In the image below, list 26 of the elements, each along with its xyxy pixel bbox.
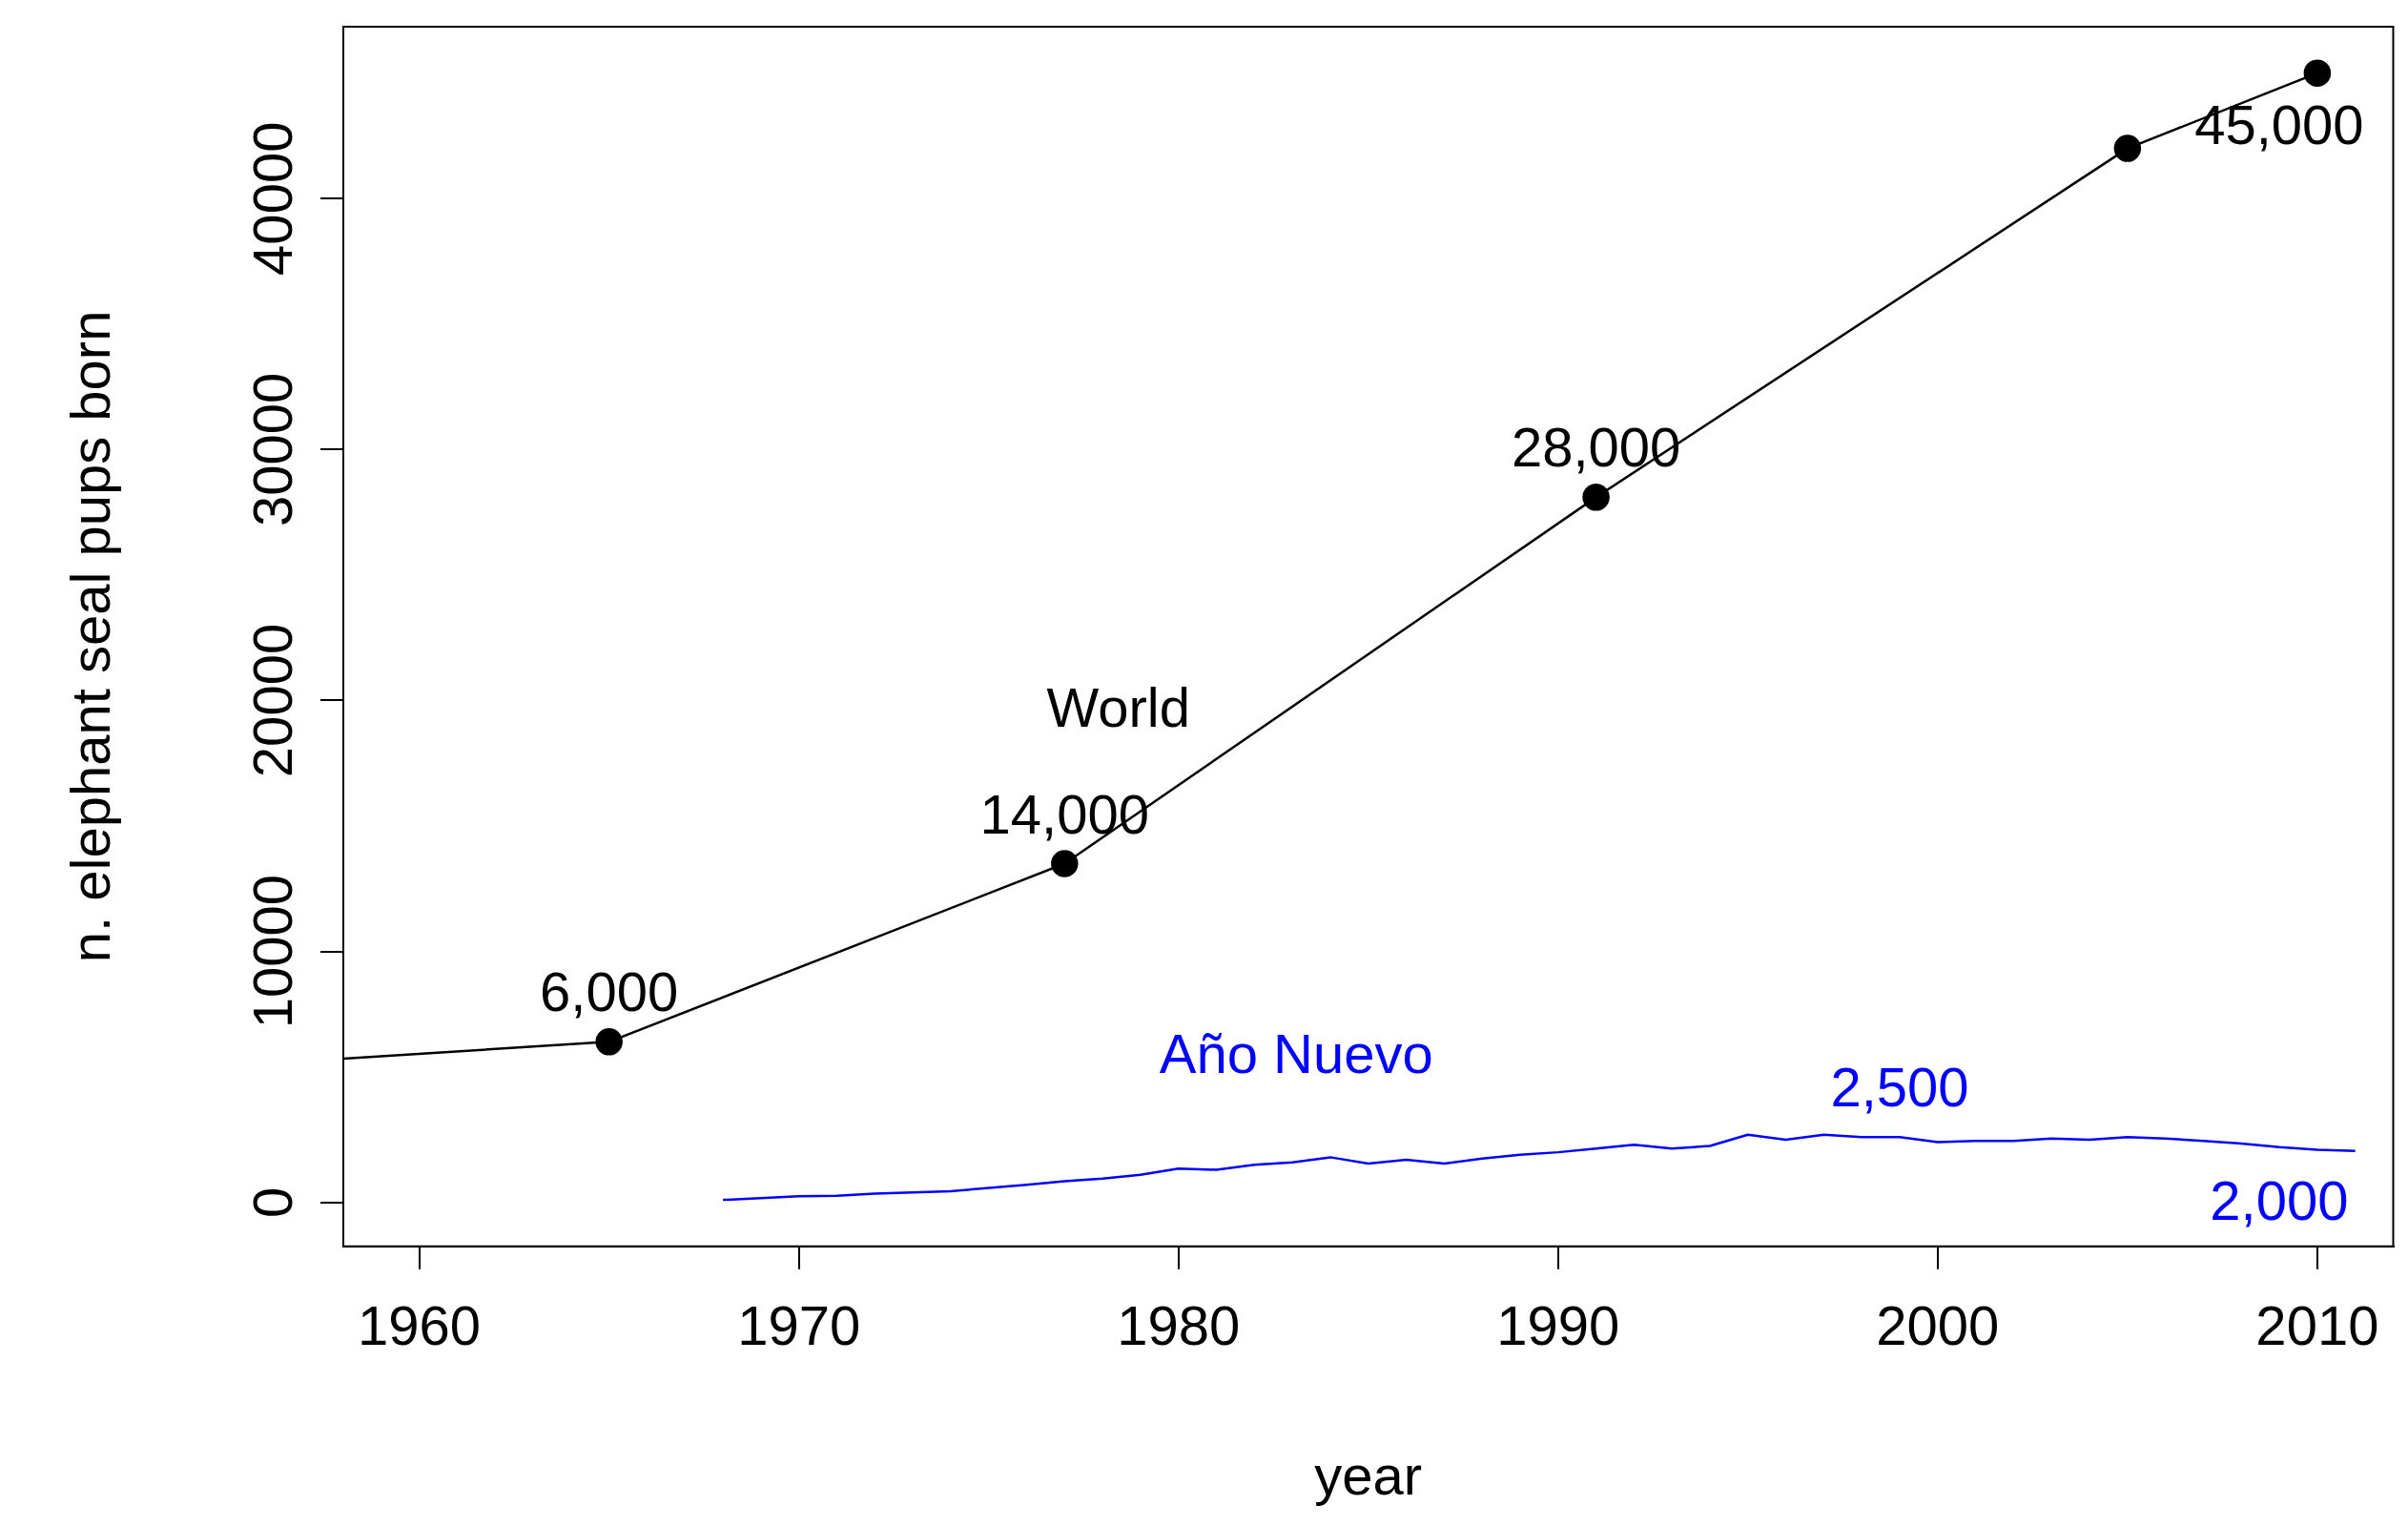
y-tick-label: 30000 [241, 372, 303, 527]
point [1051, 850, 1079, 877]
point [2303, 59, 2332, 87]
annotation: 2,500 [1830, 1056, 1969, 1119]
y-tick-label: 20000 [241, 623, 303, 778]
annotation: 14,000 [979, 782, 1150, 845]
x-axis-title: year [1314, 1444, 1423, 1507]
series-label: World [1046, 676, 1190, 739]
y-tick-label: 40000 [241, 121, 303, 276]
y-tick-label: 10000 [241, 874, 303, 1029]
x-tick-label: 1970 [737, 1293, 861, 1356]
point [2113, 134, 2142, 162]
annotation: 45,000 [2194, 93, 2364, 155]
series-label: Año Nuevo [1159, 1022, 1433, 1085]
x-tick-label: 2000 [1876, 1293, 2000, 1356]
annotation: 28,000 [1511, 416, 1681, 479]
x-tick-label: 1990 [1496, 1293, 1620, 1356]
annotation: 2,000 [2210, 1169, 2349, 1232]
x-tick-label: 2010 [2255, 1293, 2379, 1356]
y-axis-title: n. elephant seal pups born [58, 310, 121, 963]
x-tick-label: 1980 [1117, 1293, 1241, 1356]
point [1582, 484, 1610, 511]
y-tick-label: 0 [241, 1186, 303, 1218]
x-tick-label: 1960 [358, 1293, 482, 1356]
annotation: 6,000 [540, 960, 679, 1023]
point [595, 1028, 623, 1056]
